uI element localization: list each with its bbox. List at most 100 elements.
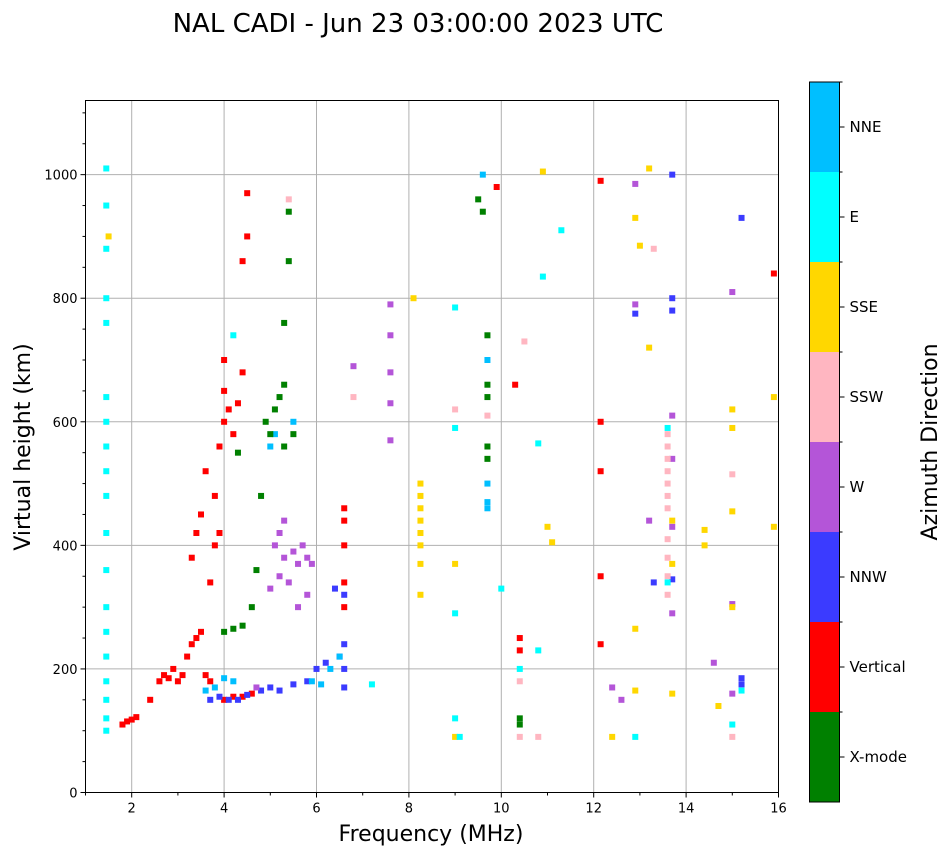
point-e: [632, 733, 639, 740]
point-nnw: [225, 696, 232, 703]
point-nne: [336, 653, 343, 660]
point-x-mode: [285, 258, 292, 265]
point-sse: [417, 560, 424, 567]
colorbar-segment: [809, 172, 840, 262]
point-ssw: [664, 468, 671, 475]
point-vertical: [244, 233, 251, 240]
point-vertical: [188, 641, 195, 648]
point-x-mode: [258, 492, 265, 499]
point-vertical: [147, 696, 154, 703]
colorbar: X-mode Vertical NNW W SSW SSE E NNE: [809, 81, 907, 803]
point-vertical: [221, 696, 228, 703]
point-nnw: [322, 659, 329, 666]
point-vertical: [174, 678, 181, 685]
point-vertical: [239, 693, 246, 700]
point-sse: [410, 295, 417, 302]
colorbar-label: X-mode: [850, 748, 907, 766]
point-w: [669, 412, 676, 419]
point-e: [103, 202, 110, 209]
point-vertical: [341, 505, 348, 512]
point-sse: [417, 530, 424, 536]
point-nnw: [313, 665, 320, 672]
point-sse: [636, 242, 643, 249]
point-ssw: [484, 412, 491, 419]
point-e: [103, 468, 110, 475]
point-e: [103, 653, 110, 660]
point-ssw: [664, 492, 671, 499]
point-vertical: [597, 177, 604, 184]
point-x-mode: [281, 381, 288, 388]
point-vertical: [119, 721, 126, 728]
point-ssw: [729, 471, 736, 478]
point-sse: [452, 733, 459, 740]
point-nne: [271, 431, 278, 438]
point-w: [299, 542, 306, 549]
point-ssw: [516, 678, 523, 685]
point-vertical: [341, 604, 348, 611]
point-e: [103, 530, 110, 536]
point-nne: [211, 684, 218, 691]
point-ssw: [664, 505, 671, 512]
y-tick-label: 1000: [44, 169, 77, 184]
point-e: [729, 721, 736, 728]
point-w: [295, 560, 302, 567]
point-sse: [417, 480, 424, 487]
point-nnw: [669, 295, 676, 302]
point-w: [387, 400, 394, 407]
point-nnw: [738, 214, 745, 221]
x-tick-label: 8: [405, 802, 413, 817]
point-e: [664, 424, 671, 431]
colorbar-segment: [809, 442, 840, 532]
colorbar-label: NNW: [850, 568, 887, 586]
point-e: [103, 319, 110, 326]
point-vertical: [161, 672, 168, 679]
point-ssw: [729, 733, 736, 740]
plot-frame: [85, 100, 779, 793]
point-sse: [729, 604, 736, 611]
point-w: [669, 610, 676, 617]
point-vertical: [234, 400, 241, 407]
colorbar-segment: [809, 352, 840, 442]
x-tick-label: 12: [585, 802, 602, 817]
point-vertical: [341, 517, 348, 524]
point-nne: [318, 681, 325, 688]
point-vertical: [128, 716, 135, 723]
point-sse: [770, 394, 777, 401]
point-nnw: [341, 641, 348, 648]
point-e: [103, 727, 110, 734]
point-w: [729, 690, 736, 697]
point-w: [304, 554, 311, 561]
colorbar-frame: [809, 81, 840, 803]
x-tick-label: 4: [220, 802, 228, 817]
point-sse: [632, 625, 639, 632]
point-x-mode: [262, 418, 269, 425]
colorbar-label: SSW: [850, 388, 884, 406]
point-x-mode: [271, 406, 278, 413]
point-vertical: [493, 184, 500, 190]
point-vertical: [156, 678, 163, 685]
point-e: [103, 492, 110, 499]
point-w: [281, 517, 288, 524]
point-nnw: [276, 687, 283, 694]
point-ssw: [664, 536, 671, 543]
point-e: [230, 332, 237, 339]
point-sse: [701, 542, 708, 549]
point-vertical: [193, 530, 200, 536]
point-sse: [729, 508, 736, 515]
point-sse: [417, 517, 424, 524]
y-tick-label: 400: [53, 539, 78, 554]
point-x-mode: [475, 196, 482, 203]
point-sse: [646, 344, 653, 351]
point-sse: [715, 703, 722, 709]
point-x-mode: [239, 622, 246, 629]
point-x-mode: [281, 319, 288, 326]
point-w: [285, 579, 292, 586]
point-nnw: [738, 675, 745, 682]
point-sse: [632, 687, 639, 694]
point-nnw: [632, 310, 639, 317]
point-ssw: [285, 196, 292, 203]
point-sse: [417, 505, 424, 512]
point-e: [738, 687, 745, 694]
point-ssw: [664, 573, 671, 580]
